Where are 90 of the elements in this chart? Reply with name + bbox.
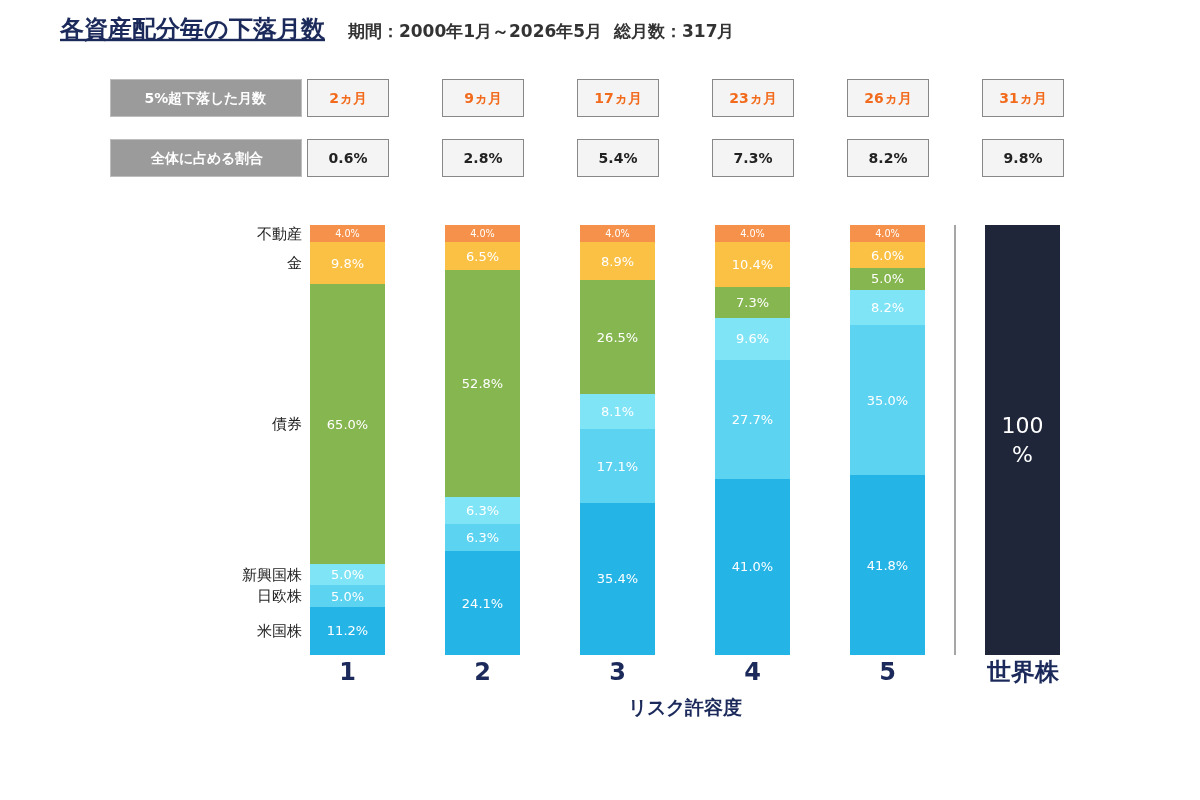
bar xyxy=(715,225,790,243)
data-label: 100 % xyxy=(1001,413,1044,467)
bar xyxy=(310,242,385,285)
bar xyxy=(985,225,1060,655)
text: 2.8% xyxy=(463,150,503,166)
text: 2ヵ月 xyxy=(329,90,367,106)
bar xyxy=(310,585,385,607)
bar xyxy=(850,268,925,290)
data-label: 65.0% xyxy=(326,416,369,432)
x-tick-label: 4 xyxy=(744,658,761,686)
bar xyxy=(445,551,520,655)
data-label: 8.9% xyxy=(600,253,635,269)
series-label: 金 xyxy=(287,254,302,272)
series-label: 新興国株 xyxy=(242,566,302,584)
text: 23ヵ月 xyxy=(729,90,777,106)
data-label: 35.4% xyxy=(596,571,639,587)
data-label: 35.0% xyxy=(866,392,909,408)
data-label: 24.1% xyxy=(461,595,504,611)
bar xyxy=(715,242,790,287)
bar xyxy=(445,270,520,498)
bar xyxy=(580,502,655,655)
text: 0.6% xyxy=(328,150,368,166)
data-label: 6.5% xyxy=(465,248,500,264)
bar xyxy=(445,524,520,552)
x-tick-label: 3 xyxy=(609,658,626,686)
data-label: 6.3% xyxy=(465,530,500,546)
text: 全体に占める割合 xyxy=(149,150,263,166)
text: 17ヵ月 xyxy=(594,90,642,106)
bar xyxy=(580,280,655,395)
series-label: 日欧株 xyxy=(257,587,302,605)
bar xyxy=(310,225,385,243)
x-tick-label: 5 xyxy=(879,658,896,686)
data-label: 41.0% xyxy=(731,559,774,575)
bar xyxy=(850,475,925,655)
chart-subtitle: 期間：2000年1月～2026年5月 総月数：317月 xyxy=(346,20,735,41)
data-label: 27.7% xyxy=(731,411,774,427)
bar xyxy=(715,318,790,360)
x-tick-label: 1 xyxy=(339,658,356,686)
series-label: 不動産 xyxy=(257,225,302,243)
x-axis-title: リスク許容度 xyxy=(628,695,742,718)
data-label: 26.5% xyxy=(596,329,639,345)
bar xyxy=(580,429,655,503)
x-tick-label: 2 xyxy=(474,658,491,686)
bar xyxy=(445,497,520,525)
bar xyxy=(850,242,925,268)
data-label: 5.0% xyxy=(870,271,905,287)
data-label: 4.0% xyxy=(335,227,360,239)
data-label: 10.4% xyxy=(731,257,774,273)
bar xyxy=(445,242,520,271)
x-tick-label: 世界株 xyxy=(985,658,1060,686)
text: 9ヵ月 xyxy=(464,90,502,106)
data-label: 9.6% xyxy=(735,331,770,347)
data-label: 7.3% xyxy=(735,295,770,311)
data-label: 5.0% xyxy=(330,588,365,604)
bar xyxy=(715,478,790,655)
data-label: 41.8% xyxy=(866,557,909,573)
data-label: 4.0% xyxy=(740,227,765,239)
data-label: 4.0% xyxy=(470,227,495,239)
data-label: 4.0% xyxy=(875,227,900,239)
data-label: 11.2% xyxy=(326,623,369,639)
data-label: 6.0% xyxy=(870,247,905,263)
chart-title: 各資産配分毎の下落月数 xyxy=(59,14,326,43)
text: 26ヵ月 xyxy=(864,90,912,106)
bar xyxy=(580,225,655,243)
text: 5.4% xyxy=(598,150,638,166)
bar xyxy=(850,324,925,476)
bar xyxy=(310,606,385,655)
bar xyxy=(850,225,925,243)
data-label: 8.2% xyxy=(870,299,905,315)
bar xyxy=(310,284,385,564)
series-label: 米国株 xyxy=(257,622,302,640)
bar xyxy=(850,289,925,325)
text: 8.2% xyxy=(868,150,908,166)
text: 7.3% xyxy=(733,150,773,166)
data-label: 5.0% xyxy=(330,567,365,583)
text: 5%超下落した月数 xyxy=(144,90,268,106)
bar xyxy=(445,225,520,243)
bar xyxy=(715,286,790,319)
text: 9.8% xyxy=(1003,150,1043,166)
data-label: 9.8% xyxy=(330,255,365,271)
bar xyxy=(715,359,790,479)
text: 31ヵ月 xyxy=(999,90,1047,106)
data-label: 6.3% xyxy=(465,503,500,519)
data-label: 4.0% xyxy=(605,227,630,239)
bar xyxy=(580,394,655,430)
series-label: 債券 xyxy=(272,415,302,433)
data-label: 52.8% xyxy=(461,376,504,392)
data-label: 17.1% xyxy=(596,458,639,474)
bar xyxy=(580,242,655,281)
data-label: 8.1% xyxy=(600,404,635,420)
